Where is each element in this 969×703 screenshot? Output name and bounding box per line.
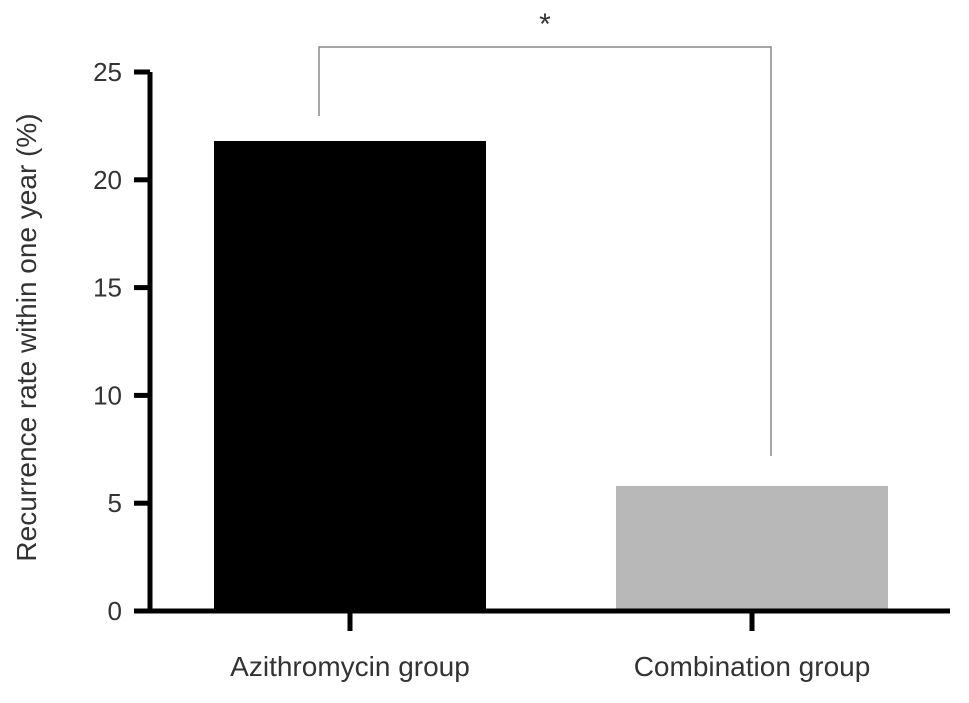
bar-1 [214,140,486,611]
y-tick-label: 10 [93,380,122,410]
significance-annotation: * [318,8,772,456]
x-tick-label: Combination group [634,651,871,682]
y-tick-label: 5 [108,488,122,518]
significance-label: * [539,8,551,41]
y-tick-label: 0 [108,596,122,626]
significance-bracket [318,46,772,456]
x-ticks: Azithromycin group Combination group [230,611,870,682]
y-tick-label: 20 [93,165,122,195]
bars-layer [214,140,888,611]
bar-2 [616,485,888,611]
y-axis-label: Recurrence rate within one year (%) [11,113,42,561]
y-ticks: 0 5 10 15 20 25 [93,57,150,626]
y-tick-label: 25 [93,57,122,87]
x-tick-label: Azithromycin group [230,651,470,682]
axes-layer [147,72,950,614]
y-tick-label: 15 [93,273,122,303]
